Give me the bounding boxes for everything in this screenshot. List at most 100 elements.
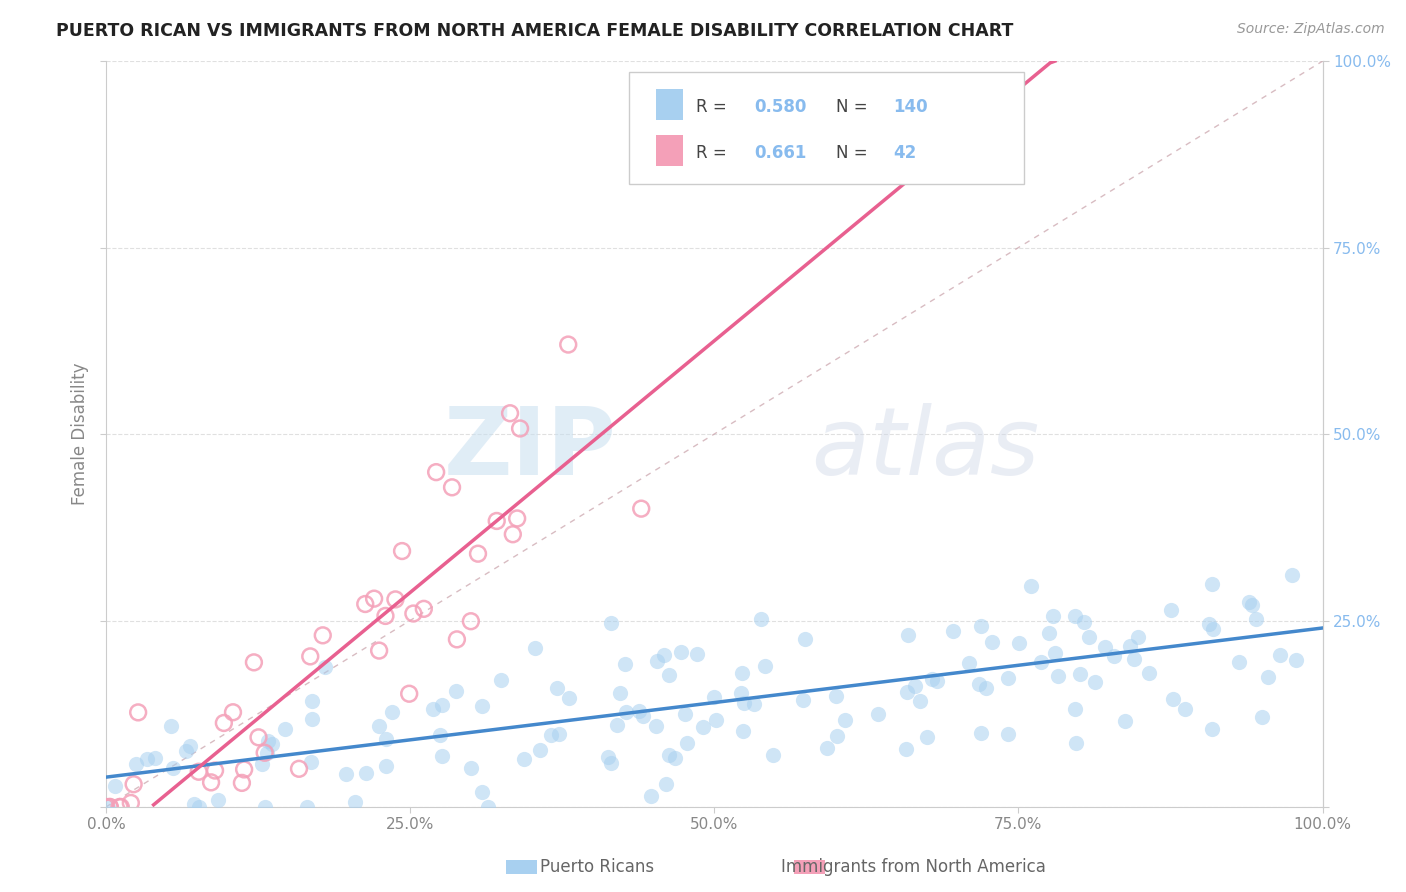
Point — [98, 800, 121, 814]
Point — [207, 793, 229, 807]
Point — [314, 660, 336, 674]
Point — [159, 719, 181, 733]
Point — [974, 681, 997, 696]
Point — [1281, 567, 1303, 582]
Point — [815, 741, 838, 756]
Point — [335, 767, 357, 781]
Point — [257, 733, 280, 747]
Point — [967, 677, 990, 691]
Point — [792, 693, 814, 707]
Point — [98, 800, 121, 814]
FancyBboxPatch shape — [655, 135, 682, 166]
Point — [120, 796, 142, 810]
Point — [897, 628, 920, 642]
Point — [135, 752, 157, 766]
Point — [997, 726, 1019, 740]
Point — [908, 694, 931, 708]
Point — [212, 716, 235, 731]
Point — [145, 750, 167, 764]
Text: R =: R = — [696, 98, 733, 116]
Point — [127, 706, 149, 720]
Point — [733, 696, 755, 710]
Point — [1042, 608, 1064, 623]
Point — [375, 731, 398, 746]
Text: 0.580: 0.580 — [755, 98, 807, 116]
Text: 0.661: 0.661 — [755, 144, 807, 161]
Point — [467, 547, 489, 561]
Point — [1268, 648, 1291, 662]
Point — [502, 527, 524, 541]
FancyBboxPatch shape — [628, 72, 1025, 185]
Point — [367, 719, 389, 733]
Point — [104, 779, 127, 793]
Point — [1161, 691, 1184, 706]
Point — [762, 748, 785, 763]
Point — [506, 511, 529, 525]
Point — [1084, 675, 1107, 690]
Point — [834, 713, 856, 727]
Point — [274, 722, 297, 736]
Point — [1094, 640, 1116, 654]
Text: ZIP: ZIP — [444, 403, 617, 495]
Point — [174, 744, 197, 758]
Point — [599, 615, 621, 630]
Point — [187, 800, 209, 814]
Point — [1069, 667, 1091, 681]
Point — [446, 632, 468, 647]
Point — [375, 759, 398, 773]
Point — [654, 648, 676, 662]
Point — [1008, 636, 1031, 650]
Point — [110, 800, 132, 814]
Text: Immigrants from North America: Immigrants from North America — [782, 858, 1046, 876]
Point — [381, 706, 404, 720]
Point — [1198, 616, 1220, 631]
Point — [1137, 665, 1160, 680]
Point — [1227, 655, 1250, 669]
Point — [384, 592, 406, 607]
Text: Puerto Ricans: Puerto Ricans — [540, 858, 655, 876]
Point — [1201, 722, 1223, 736]
Point — [499, 406, 522, 420]
Point — [398, 687, 420, 701]
Point — [546, 681, 568, 695]
Point — [204, 764, 226, 778]
Point — [430, 698, 453, 712]
Point — [429, 728, 451, 742]
Point — [1251, 710, 1274, 724]
Point — [692, 720, 714, 734]
Point — [1102, 648, 1125, 663]
Point — [613, 657, 636, 671]
Point — [1240, 598, 1263, 612]
Point — [557, 337, 579, 351]
Point — [904, 679, 927, 693]
Point — [262, 738, 284, 752]
Point — [925, 674, 948, 689]
Point — [1244, 612, 1267, 626]
Point — [1160, 603, 1182, 617]
Point — [1043, 646, 1066, 660]
Point — [1064, 702, 1087, 716]
Point — [548, 727, 571, 741]
Point — [1257, 670, 1279, 684]
Point — [1123, 651, 1146, 665]
Point — [243, 656, 266, 670]
Point — [655, 777, 678, 791]
Point — [250, 756, 273, 771]
Point — [1073, 615, 1095, 630]
Point — [614, 705, 637, 719]
Point — [540, 728, 562, 742]
Point — [301, 693, 323, 707]
Point — [749, 612, 772, 626]
Text: Source: ZipAtlas.com: Source: ZipAtlas.com — [1237, 22, 1385, 37]
Point — [742, 697, 765, 711]
Text: PUERTO RICAN VS IMMIGRANTS FROM NORTH AMERICA FEMALE DISABILITY CORRELATION CHAR: PUERTO RICAN VS IMMIGRANTS FROM NORTH AM… — [56, 22, 1014, 40]
Point — [97, 800, 120, 814]
Point — [94, 800, 117, 814]
Point — [354, 766, 377, 780]
Point — [1064, 736, 1087, 750]
Text: atlas: atlas — [811, 403, 1040, 494]
Point — [354, 597, 377, 611]
Point — [108, 800, 131, 814]
Point — [179, 739, 201, 753]
Point — [524, 640, 547, 655]
